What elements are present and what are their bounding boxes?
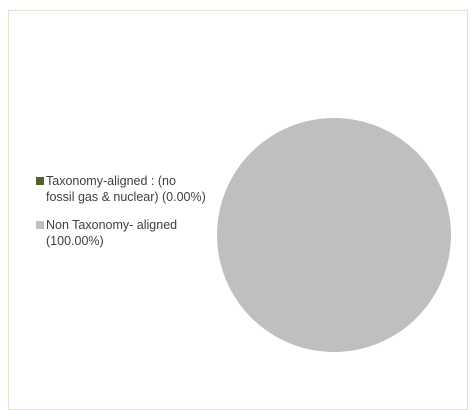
legend-label-non-taxonomy-aligned: Non Taxonomy- aligned (100.00%)	[46, 218, 178, 248]
legend-swatch-non-taxonomy-aligned	[36, 221, 44, 229]
legend-swatch-taxonomy-aligned	[36, 177, 44, 185]
chart-legend: Taxonomy-aligned : (no fossil gas & nucl…	[36, 173, 206, 261]
pie-chart	[217, 118, 451, 352]
legend-label-taxonomy-aligned: Taxonomy-aligned : (no fossil gas & nucl…	[46, 174, 206, 204]
pie-slice-non-taxonomy-aligned	[217, 118, 451, 352]
legend-item-taxonomy-aligned: Taxonomy-aligned : (no fossil gas & nucl…	[36, 173, 206, 205]
legend-item-non-taxonomy-aligned: Non Taxonomy- aligned (100.00%)	[36, 217, 206, 249]
